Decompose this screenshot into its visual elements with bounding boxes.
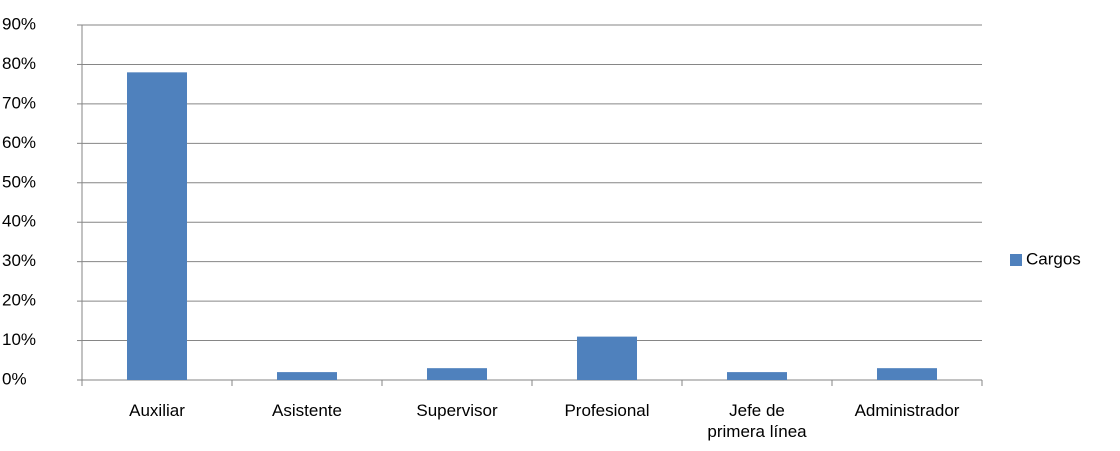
bar xyxy=(127,72,187,380)
x-tick-label: Administrador xyxy=(854,401,960,420)
bar xyxy=(277,372,337,380)
y-tick-label: 70% xyxy=(2,93,36,112)
y-tick-label: 90% xyxy=(2,14,36,33)
bar xyxy=(427,368,487,380)
x-tick-label: Jefe de primera línea xyxy=(707,401,807,441)
legend-swatch xyxy=(1010,254,1022,266)
x-tick-label: Asistente xyxy=(272,401,342,420)
y-tick-label: 60% xyxy=(2,133,36,152)
x-tick-label: Auxiliar xyxy=(129,401,185,420)
y-tick-label: 80% xyxy=(2,54,36,73)
bar xyxy=(727,372,787,380)
bar xyxy=(577,336,637,380)
y-tick-label: 20% xyxy=(2,291,36,310)
x-tick-label: Profesional xyxy=(564,401,650,420)
y-tick-label: 10% xyxy=(2,330,36,349)
y-tick-label: 40% xyxy=(2,212,36,231)
legend-label: Cargos xyxy=(1026,249,1081,268)
x-tick-label: Supervisor xyxy=(416,401,498,420)
y-tick-label: 0% xyxy=(2,369,27,388)
bar xyxy=(877,368,937,380)
y-tick-label: 30% xyxy=(2,251,36,270)
y-tick-label: 50% xyxy=(2,172,36,191)
